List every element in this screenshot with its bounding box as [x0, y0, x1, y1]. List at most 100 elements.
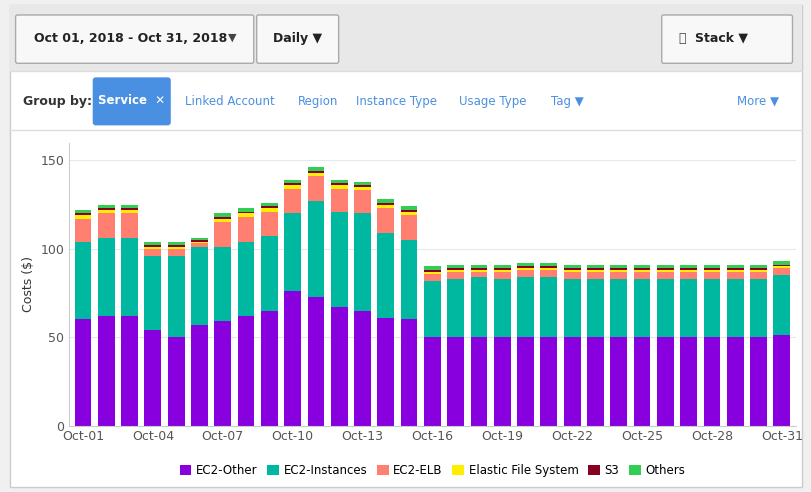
Bar [680, 270, 696, 272]
Bar [749, 279, 766, 337]
Bar [493, 279, 510, 337]
Bar [726, 337, 743, 426]
Bar [144, 245, 161, 247]
Bar [517, 263, 534, 267]
Bar [586, 337, 603, 426]
Bar [493, 337, 510, 426]
Bar [610, 279, 626, 337]
FancyBboxPatch shape [256, 15, 338, 63]
Bar [470, 265, 487, 268]
Bar [307, 171, 324, 173]
Bar [238, 316, 254, 426]
Bar [470, 270, 487, 272]
Text: Oct 01, 2018 - Oct 31, 2018: Oct 01, 2018 - Oct 31, 2018 [34, 31, 227, 45]
Bar [540, 277, 556, 337]
Bar [354, 182, 371, 185]
Bar [563, 279, 580, 337]
Bar [726, 279, 743, 337]
Bar [400, 240, 417, 319]
Bar [377, 208, 393, 233]
Bar [493, 265, 510, 268]
Bar [749, 268, 766, 270]
Bar [98, 208, 114, 210]
Bar [610, 265, 626, 268]
FancyBboxPatch shape [92, 77, 170, 125]
Bar [284, 180, 301, 184]
Bar [610, 272, 626, 279]
Bar [260, 236, 277, 310]
Bar [749, 337, 766, 426]
Bar [749, 272, 766, 279]
Bar [540, 268, 556, 270]
Bar [75, 242, 92, 319]
Text: Group by:: Group by: [24, 95, 92, 108]
Bar [354, 190, 371, 214]
Bar [214, 217, 231, 219]
Bar [144, 242, 161, 245]
Bar [749, 265, 766, 268]
Bar [726, 265, 743, 268]
Bar [772, 267, 789, 268]
Bar [610, 270, 626, 272]
FancyBboxPatch shape [661, 15, 792, 63]
Bar [772, 261, 789, 265]
Bar [168, 245, 184, 247]
Bar [423, 337, 440, 426]
Text: Service  ✕: Service ✕ [98, 94, 165, 107]
Bar [680, 279, 696, 337]
Bar [400, 319, 417, 426]
Bar [656, 272, 673, 279]
Bar [702, 279, 719, 337]
Bar [563, 268, 580, 270]
Bar [121, 214, 138, 238]
Bar [168, 247, 184, 249]
Bar [633, 270, 650, 272]
Bar [772, 336, 789, 426]
Bar [563, 265, 580, 268]
Bar [447, 270, 464, 272]
Bar [400, 215, 417, 240]
Text: Linked Account: Linked Account [185, 95, 275, 108]
Bar [702, 265, 719, 268]
Bar [726, 272, 743, 279]
Bar [493, 272, 510, 279]
Bar [377, 199, 393, 203]
Text: ▼: ▼ [228, 33, 236, 43]
Bar [470, 337, 487, 426]
Bar [284, 185, 301, 188]
Bar [238, 212, 254, 214]
Bar [470, 268, 487, 270]
Bar [680, 272, 696, 279]
Bar [447, 268, 464, 270]
Bar [702, 272, 719, 279]
Bar [586, 268, 603, 270]
Bar [656, 279, 673, 337]
Bar [447, 272, 464, 279]
Bar [307, 201, 324, 297]
Bar [517, 277, 534, 337]
Bar [284, 188, 301, 214]
Bar [633, 272, 650, 279]
Bar [772, 268, 789, 276]
Bar [168, 337, 184, 426]
Bar [191, 247, 208, 325]
Bar [191, 244, 208, 247]
Bar [168, 249, 184, 256]
Bar [470, 272, 487, 277]
Bar [610, 268, 626, 270]
Bar [260, 203, 277, 206]
Bar [214, 214, 231, 217]
Bar [702, 270, 719, 272]
Bar [656, 268, 673, 270]
Bar [238, 214, 254, 217]
Bar [354, 187, 371, 190]
Text: 📊: 📊 [677, 31, 685, 45]
Bar [284, 291, 301, 426]
Bar [354, 310, 371, 426]
Bar [610, 337, 626, 426]
Bar [214, 222, 231, 247]
Bar [98, 214, 114, 238]
Bar [447, 265, 464, 268]
Bar [400, 212, 417, 215]
Bar [330, 188, 347, 212]
